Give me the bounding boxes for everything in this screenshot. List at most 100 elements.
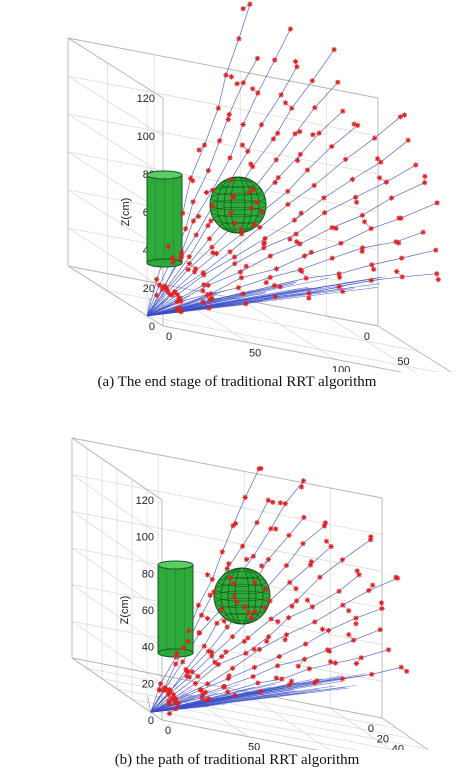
asterisk	[213, 250, 220, 257]
asterisk	[379, 605, 385, 612]
tree-node-marker	[188, 175, 194, 181]
asterisk	[404, 668, 410, 674]
asterisk	[286, 682, 292, 688]
tree-node-marker	[166, 698, 172, 704]
asterisk	[287, 236, 293, 242]
tree-edge	[247, 124, 262, 152]
tree-node-marker	[248, 205, 254, 211]
tree-node-marker	[169, 292, 175, 298]
tree-node-marker	[301, 514, 307, 521]
asterisk	[159, 286, 165, 292]
tree-edge	[291, 80, 313, 109]
asterisk	[329, 143, 335, 150]
asterisk	[275, 663, 281, 669]
asterisk	[277, 500, 283, 506]
asterisk	[289, 603, 295, 609]
tree-node-marker	[354, 199, 360, 205]
tree-node-marker	[386, 647, 392, 653]
sphere-obstacle	[213, 567, 271, 625]
chart-a-caption: (a) The end stage of traditional RRT alg…	[97, 374, 377, 390]
tree-node-marker	[275, 175, 281, 181]
tree-node-marker	[405, 137, 411, 143]
tree-edge	[252, 665, 278, 677]
asterisk	[259, 209, 265, 215]
tree-node-marker	[279, 676, 285, 682]
asterisk	[301, 656, 308, 662]
tree-node-marker	[361, 219, 368, 225]
tree-node-marker	[289, 105, 295, 111]
tree-edge	[203, 623, 218, 647]
asterisk	[322, 210, 328, 216]
asterisk	[251, 222, 257, 228]
tree-node-marker	[349, 176, 356, 182]
tree-node-marker	[234, 599, 240, 605]
tree-edge	[150, 695, 160, 713]
axis-frame	[67, 37, 379, 99]
asterisk	[201, 282, 207, 288]
asterisk	[297, 241, 303, 247]
asterisk	[339, 557, 346, 563]
tree-node-marker	[327, 659, 334, 665]
asterisk	[167, 689, 173, 695]
asterisk	[327, 659, 334, 665]
asterisk	[316, 130, 322, 136]
asterisk	[230, 194, 236, 200]
tree-node-marker	[240, 121, 246, 128]
asterisk	[346, 632, 352, 638]
asterisk	[267, 253, 273, 259]
tree-node-marker	[224, 566, 230, 572]
tree-node-marker	[232, 220, 238, 226]
tree-node-marker	[170, 259, 176, 265]
asterisk	[270, 499, 276, 505]
tree-node-marker	[360, 245, 366, 251]
tree-node-marker	[174, 299, 180, 305]
x-tick-label: 0	[165, 725, 171, 737]
asterisk	[196, 147, 202, 153]
tree-node-marker	[170, 692, 177, 698]
tree-node-marker	[304, 167, 310, 173]
asterisk	[203, 189, 210, 196]
tree-node-marker	[201, 282, 207, 288]
tree-node-marker	[183, 666, 189, 672]
tree-node-marker	[435, 277, 441, 283]
asterisk	[178, 309, 184, 315]
tree-edge	[370, 217, 402, 229]
tree-node-marker	[325, 647, 331, 653]
tree-node-marker	[212, 659, 218, 665]
tree-edge	[264, 219, 295, 239]
tree-node-marker	[355, 122, 361, 129]
tree-node-marker	[172, 289, 178, 295]
tree-node-marker	[208, 291, 214, 297]
tree-node-marker	[223, 649, 229, 655]
asterisk	[282, 500, 288, 507]
tree-edge	[210, 277, 242, 295]
asterisk	[272, 57, 278, 63]
asterisk	[255, 90, 261, 96]
tree-edge	[224, 676, 254, 687]
tree-node-marker	[224, 624, 230, 630]
tree-node-marker	[309, 78, 315, 84]
tree-node-marker	[228, 210, 234, 216]
asterisk	[307, 562, 314, 568]
tree-node-marker	[396, 240, 402, 246]
grid-line	[243, 691, 331, 750]
tree-node-marker	[262, 235, 268, 242]
tree-node-marker	[397, 114, 403, 120]
asterisk	[185, 638, 191, 644]
tree-edge	[181, 220, 194, 253]
tree-node-marker	[321, 523, 327, 529]
tree-edge	[193, 190, 213, 222]
tree-edge	[374, 116, 401, 139]
asterisk	[286, 532, 292, 538]
tree-edge	[150, 692, 170, 713]
tree-edge	[174, 272, 204, 293]
asterisk	[286, 615, 292, 621]
asterisk	[372, 135, 378, 141]
sphere-latitude	[214, 597, 270, 609]
tree-edge	[147, 299, 177, 317]
tree-node-marker	[354, 568, 360, 574]
asterisk	[162, 283, 168, 289]
asterisk	[333, 225, 339, 232]
asterisk	[256, 466, 262, 472]
tree-node-marker	[248, 615, 255, 621]
